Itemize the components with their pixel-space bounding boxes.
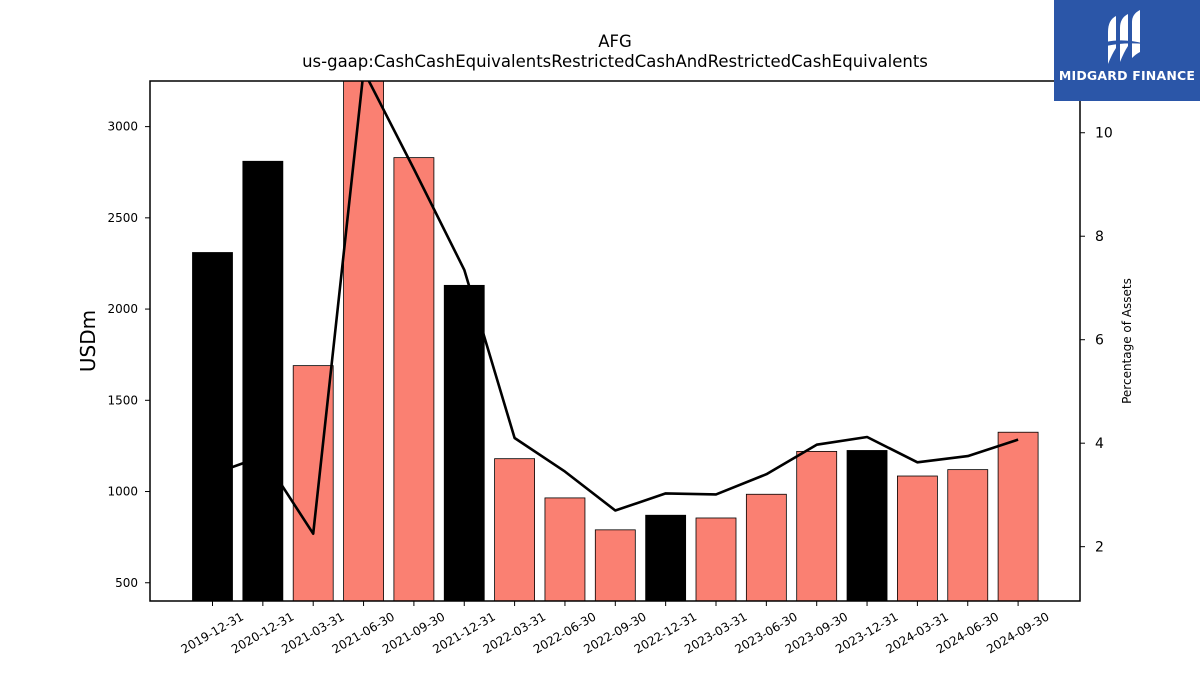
bar-2022-06-30 (544, 497, 586, 601)
y2-tick-label: 6 (1095, 333, 1104, 349)
bar-2023-03-31 (695, 517, 737, 601)
bar-2023-12-31 (846, 450, 888, 601)
bar-2021-09-30 (393, 157, 435, 601)
bar-2019-12-31 (192, 252, 233, 601)
y-tick-label: 1500 (107, 393, 138, 407)
bar-2022-12-31 (645, 514, 687, 601)
bar-2024-03-31 (897, 475, 938, 601)
bar-2023-09-30 (796, 450, 838, 601)
bar-2022-03-31 (494, 458, 536, 601)
y-tick-label: 2500 (107, 211, 138, 225)
percentage-line (212, 81, 1019, 536)
y2-tick-label: 10 (1095, 126, 1113, 142)
bar-2021-12-31 (443, 284, 485, 601)
y-tick-label: 3000 (107, 120, 138, 134)
bar-2024-06-30 (947, 469, 989, 601)
bar-2022-09-30 (594, 529, 636, 601)
bar-2024-09-30 (997, 431, 1039, 601)
bar-2020-12-31 (242, 160, 284, 601)
y2-tick-label: 2 (1095, 540, 1104, 556)
chart-subtitle: us-gaap:CashCashEquivalentsRestrictedCas… (302, 52, 928, 71)
y-axis-label: USDm (76, 310, 100, 372)
bar-2021-06-30 (343, 81, 384, 601)
chart-title: AFG (598, 32, 632, 51)
plot-frame (149, 80, 1081, 602)
y2-axis-label: Percentage of Assets (1120, 278, 1134, 404)
logo-text: MIDGARD FINANCE (1058, 68, 1196, 83)
y-tick-label: 500 (115, 576, 138, 590)
y2-tick-label: 4 (1095, 436, 1104, 452)
midgard-logo-icon (1106, 10, 1146, 64)
bars (192, 81, 1039, 601)
y2-axis-ticks: 2 4 6 8 10 (1080, 126, 1113, 556)
line-layer (212, 81, 1019, 536)
x-axis-ticks: 2019-12-312020-12-312021-03-312021-06-30… (179, 601, 1052, 656)
bar-2023-06-30 (745, 493, 787, 601)
y-tick-label: 2000 (107, 302, 138, 316)
y-tick-label: 1000 (107, 485, 138, 499)
midgard-finance-logo: MIDGARD FINANCE (1054, 0, 1200, 101)
y2-tick-label: 8 (1095, 229, 1104, 245)
y-axis-ticks: 500 1000 1500 2000 2500 3000 (107, 120, 150, 590)
